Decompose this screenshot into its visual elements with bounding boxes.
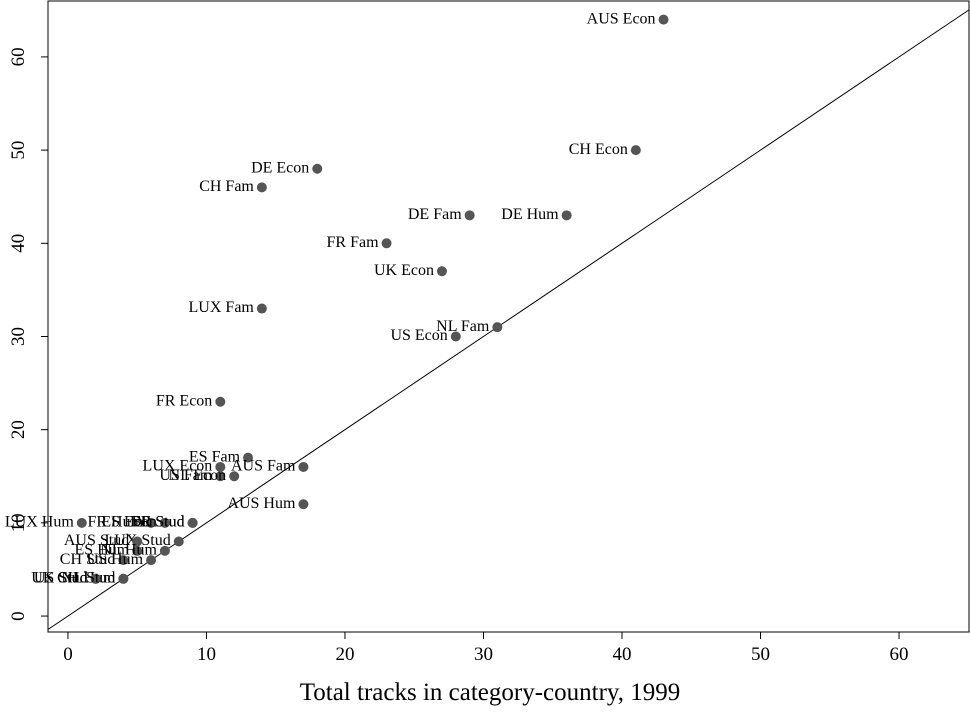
- point-label: DE Hum: [501, 206, 559, 223]
- point: [215, 471, 226, 482]
- x-tick-label: 60: [890, 644, 909, 665]
- point-label: CH Hum: [57, 569, 116, 586]
- point: [464, 210, 475, 221]
- point: [436, 266, 447, 277]
- point: [256, 303, 267, 314]
- point: [450, 331, 461, 342]
- point-label: FR Econ: [156, 392, 212, 409]
- point-label: NL Hum: [100, 542, 157, 559]
- point: [561, 210, 572, 221]
- point-label: ES Hum: [75, 542, 130, 559]
- point: [243, 452, 254, 463]
- y-tick-label: 60: [8, 47, 29, 66]
- point-label: NL Econ: [169, 467, 227, 484]
- y-tick-label: 20: [8, 420, 29, 439]
- x-tick-label: 30: [474, 644, 493, 665]
- point-label: CH Fam: [199, 178, 254, 195]
- y-tick-label: 0: [8, 611, 29, 621]
- point: [132, 536, 143, 547]
- point: [215, 396, 226, 407]
- point: [132, 545, 143, 556]
- point: [146, 555, 157, 566]
- point: [658, 14, 669, 25]
- point-label: ES Econ: [101, 514, 157, 531]
- point-label: DE Econ: [251, 159, 309, 176]
- point-label: US Econ: [390, 327, 447, 344]
- point-label: NL Fam: [436, 318, 490, 335]
- x-tick-label: 40: [613, 644, 632, 665]
- x-tick-label: 10: [197, 644, 216, 665]
- point: [90, 573, 101, 584]
- point-label: LUX Econ: [143, 458, 213, 475]
- point-label: UK Stud: [31, 569, 87, 586]
- point-label: US Hum: [87, 551, 144, 568]
- point: [146, 517, 157, 528]
- point-label: US Fam: [159, 467, 212, 484]
- point: [118, 573, 129, 584]
- point: [173, 536, 184, 547]
- diagonal-line: [47, 9, 970, 630]
- point: [492, 322, 503, 333]
- point-label: AUS Econ: [587, 10, 656, 27]
- point-label: FR Fam: [327, 234, 380, 251]
- y-tick-label: 50: [8, 141, 29, 160]
- x-tick-label: 20: [335, 644, 354, 665]
- x-tick-label: 50: [751, 644, 770, 665]
- point: [298, 499, 309, 510]
- x-tick-label: 0: [63, 644, 73, 665]
- point: [215, 461, 226, 472]
- point: [381, 238, 392, 249]
- y-tick-label: 40: [8, 234, 29, 253]
- y-tick-label: 10: [8, 513, 29, 532]
- point: [256, 182, 267, 193]
- y-tick-label: 30: [8, 327, 29, 346]
- point: [187, 517, 198, 528]
- point-label: DE Stud: [130, 514, 185, 531]
- point-label: ES Fam: [189, 448, 241, 465]
- point-label: NL Stud: [61, 569, 115, 586]
- x-axis-title: Total tracks in category-country, 1999: [300, 679, 681, 706]
- point-label: LUX Fam: [189, 299, 255, 316]
- point: [630, 145, 641, 156]
- point-label: DE Fam: [408, 206, 462, 223]
- point: [159, 545, 170, 556]
- point-label: CH Stud: [60, 551, 116, 568]
- point-label: UK Econ: [374, 262, 434, 279]
- point-label: FR Stud: [132, 514, 185, 531]
- point-label: LUX Hum: [5, 514, 74, 531]
- point-label: CH Econ: [569, 141, 628, 158]
- point: [312, 163, 323, 174]
- point: [118, 555, 129, 566]
- point: [159, 517, 170, 528]
- point: [76, 517, 87, 528]
- point: [298, 461, 309, 472]
- point-label: AUS Hum: [227, 495, 296, 512]
- point-label: US Stud: [34, 569, 88, 586]
- point-label: FR Hum: [87, 514, 143, 531]
- point-label: AUS Stud: [64, 532, 129, 549]
- plot-frame: [47, 0, 970, 633]
- point: [229, 471, 240, 482]
- point-label: AUS Fam: [231, 458, 296, 475]
